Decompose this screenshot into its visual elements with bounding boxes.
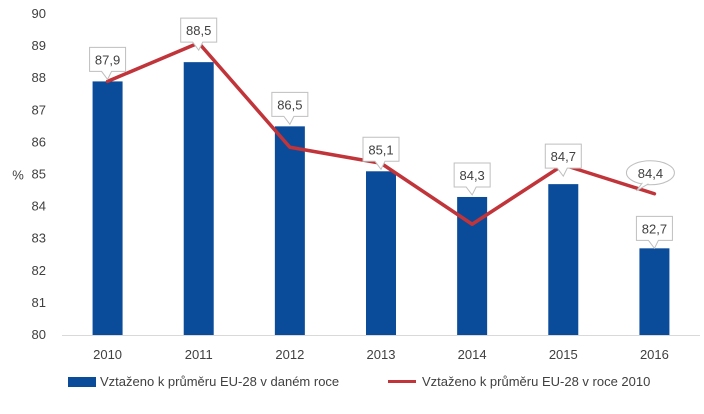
x-tick-label: 2014 [458,347,487,362]
bar [548,184,579,335]
legend-item-line: Vztaženo k průměru EU-28 v roce 2010 [388,374,650,389]
x-tick-label: 2012 [275,347,304,362]
y-tick-label: 87 [32,102,46,117]
line-data-label-tail [636,182,649,192]
line-data-label: 84,4 [638,166,663,181]
legend: Vztaženo k průměru EU-28 v daném roce Vz… [68,374,668,398]
bar [639,248,670,335]
bar-data-label: 85,1 [368,142,393,157]
bar-data-label-box [362,136,400,171]
y-tick-label: 84 [32,199,46,214]
bar-data-label-box [635,215,673,250]
bar [92,81,123,335]
legend-label-bar: Vztaženo k průměru EU-28 v daném roce [100,374,340,389]
legend-swatch-bar [68,376,96,387]
bar-data-label: 86,5 [277,97,302,112]
y-axis-label: % [12,168,24,183]
y-tick-label: 83 [32,231,46,246]
bar-data-label-box [89,46,127,81]
line-data-label-box [625,160,675,186]
legend-item-bar: Vztaženo k průměru EU-28 v daném roce [68,374,339,389]
y-tick-label: 81 [32,295,46,310]
legend-swatch-line [388,380,416,383]
y-tick-label: 86 [32,134,46,149]
x-tick-label: 2013 [367,347,396,362]
chart-plot: 80 81 82 83 84 85 86 87 88 89 90% 2010 2011 2012 2013 2… [12,6,700,362]
bar [457,196,488,335]
legend-label-line: Vztaženo k průměru EU-28 v roce 2010 [422,374,651,389]
bar [183,62,214,336]
y-tick-label: 88 [32,70,46,85]
bar-data-label-box [180,17,218,52]
bar-data-label-box [271,91,309,126]
x-tick-label: 2011 [185,347,213,362]
bar-data-label: 88,5 [186,23,211,38]
y-tick-label: 80 [32,327,46,342]
bar [274,126,305,335]
x-tick-label: 2016 [640,347,669,362]
x-tick-label: 2015 [549,347,578,362]
bar-data-label: 82,7 [642,221,667,236]
bar-data-label: 84,7 [551,149,576,164]
bar-data-label: 87,9 [95,52,120,67]
bar-data-label-box [453,162,491,196]
bar-data-label: 84,3 [459,168,484,183]
y-tick-label: 89 [32,38,46,53]
y-tick-label: 82 [32,263,46,278]
y-tick-label: 85 [32,167,46,182]
x-tick-label: 2010 [93,347,122,362]
bar [366,171,396,335]
y-tick-label: 90 [32,6,46,21]
bar-data-label-box [544,143,582,178]
